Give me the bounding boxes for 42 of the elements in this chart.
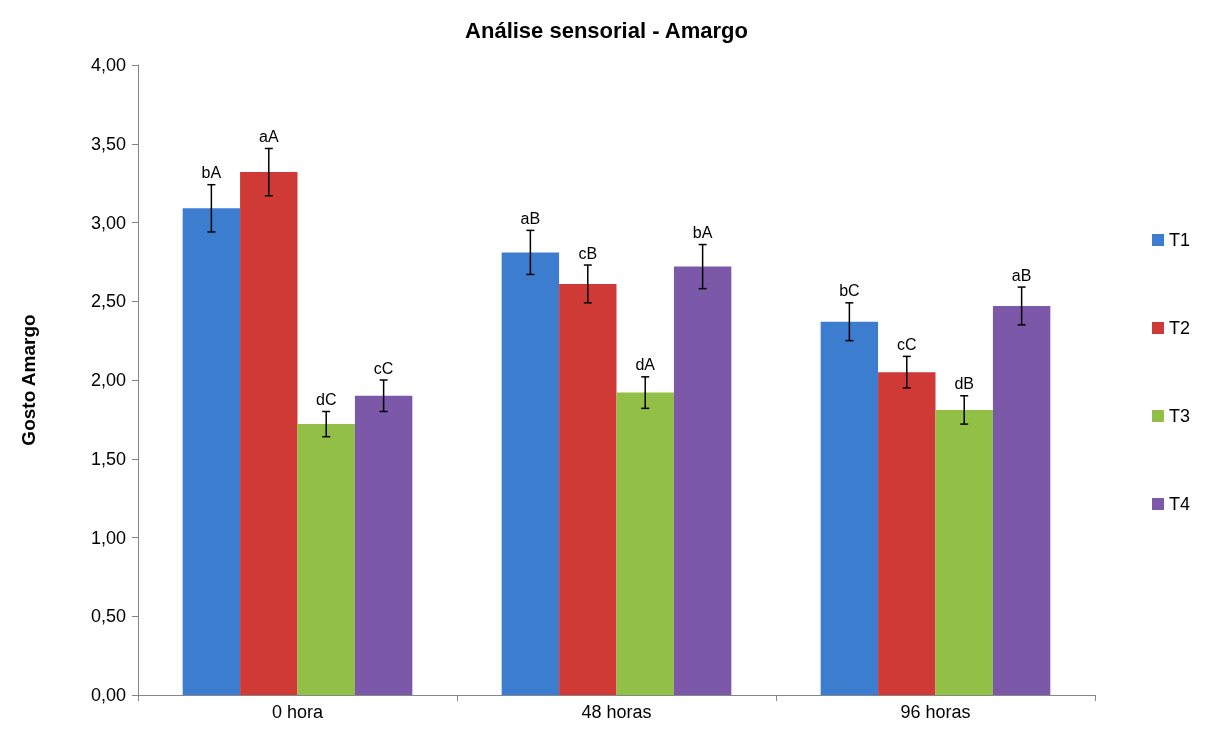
bar — [992, 305, 1051, 695]
data-label: aB — [520, 209, 541, 227]
y-tick-label: 3,50 — [90, 133, 126, 154]
bar — [182, 208, 241, 695]
data-label: aA — [259, 127, 279, 145]
bar — [878, 372, 936, 695]
bar — [501, 252, 560, 695]
bar — [673, 266, 732, 695]
chart-title: Análise sensorial - Amargo — [465, 17, 748, 43]
bar — [935, 409, 993, 695]
bar — [354, 395, 413, 695]
y-tick-label: 0,00 — [90, 685, 126, 705]
data-label: dC — [315, 391, 337, 408]
x-tick-label: 0 hora — [271, 702, 324, 722]
data-label: cB — [578, 244, 598, 262]
data-label: dB — [954, 375, 974, 393]
data-label: bA — [201, 164, 222, 182]
y-tick-label: 0,50 — [90, 606, 126, 627]
data-label: bA — [692, 224, 713, 242]
legend-label: T2 — [1168, 318, 1191, 338]
data-label: cC — [373, 359, 394, 377]
y-tick-label: 1,50 — [90, 448, 126, 469]
legend-label: T4 — [1168, 494, 1191, 514]
y-tick-label: 1,00 — [90, 527, 126, 548]
x-tick-label: 96 horas — [900, 702, 971, 722]
legend-label: T3 — [1168, 406, 1191, 426]
y-tick-label: 3,00 — [90, 212, 126, 233]
y-tick-label: 2,00 — [90, 370, 126, 390]
legend-label: T1 — [1168, 230, 1191, 250]
y-tick-label: 2,50 — [90, 291, 126, 312]
data-label: dA — [635, 356, 656, 374]
bar — [559, 283, 617, 695]
y-tick-label: 4,00 — [90, 55, 126, 75]
bar — [820, 321, 879, 695]
y-axis-title: Gosto Amargo — [18, 314, 39, 446]
data-label: aB — [1011, 266, 1032, 284]
data-label: bC — [839, 282, 860, 300]
bar — [240, 172, 298, 695]
bar — [616, 392, 674, 695]
data-label: cC — [897, 335, 917, 353]
x-tick-label: 48 horas — [581, 702, 652, 722]
bar — [297, 424, 355, 695]
